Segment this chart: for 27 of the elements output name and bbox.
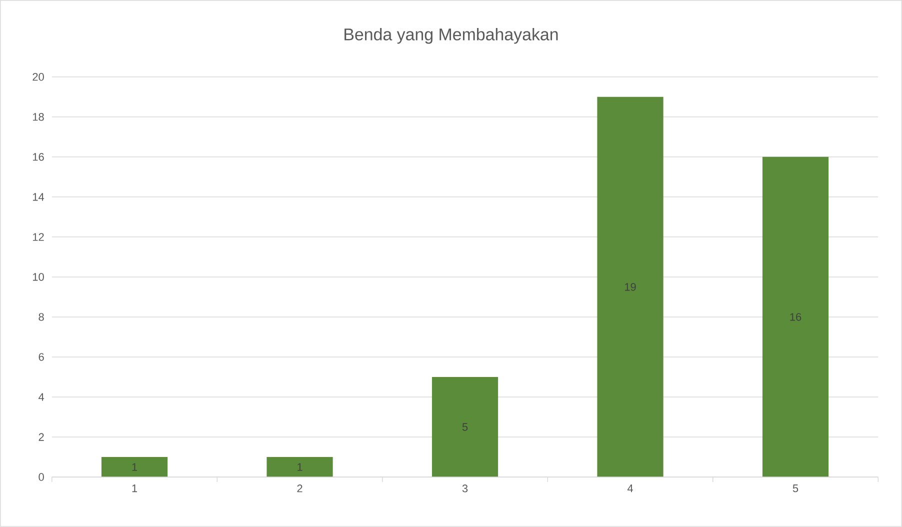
x-tick-label: 5 <box>792 484 798 492</box>
y-tick-label: 4 <box>38 393 44 401</box>
y-tick-label: 0 <box>38 473 44 481</box>
x-tick-label: 4 <box>627 484 633 492</box>
bar <box>266 457 333 478</box>
bar <box>597 96 664 478</box>
y-tick-label: 10 <box>33 273 44 281</box>
y-tick-label: 16 <box>33 153 44 161</box>
data-label: 19 <box>624 283 636 291</box>
y-tick-label: 20 <box>32 73 44 81</box>
data-label: 5 <box>462 423 468 431</box>
data-label: 16 <box>790 313 802 321</box>
data-label: 1 <box>298 463 302 471</box>
y-tick-label: 12 <box>33 233 44 241</box>
x-tick-label: 1 <box>132 484 138 492</box>
y-tick-label: 8 <box>38 313 44 321</box>
bar <box>101 457 168 478</box>
y-tick-label: 2 <box>38 433 44 441</box>
chart-title: Benda yang Membahayakan <box>344 28 558 44</box>
y-tick-label: 6 <box>38 353 44 361</box>
bar <box>762 156 829 478</box>
bar <box>432 377 498 478</box>
data-label: 1 <box>132 463 138 471</box>
x-tick-label: 3 <box>462 484 468 492</box>
y-tick-label: 14 <box>33 193 44 201</box>
y-tick-label: 18 <box>33 113 44 121</box>
x-tick-label: 2 <box>297 484 302 492</box>
